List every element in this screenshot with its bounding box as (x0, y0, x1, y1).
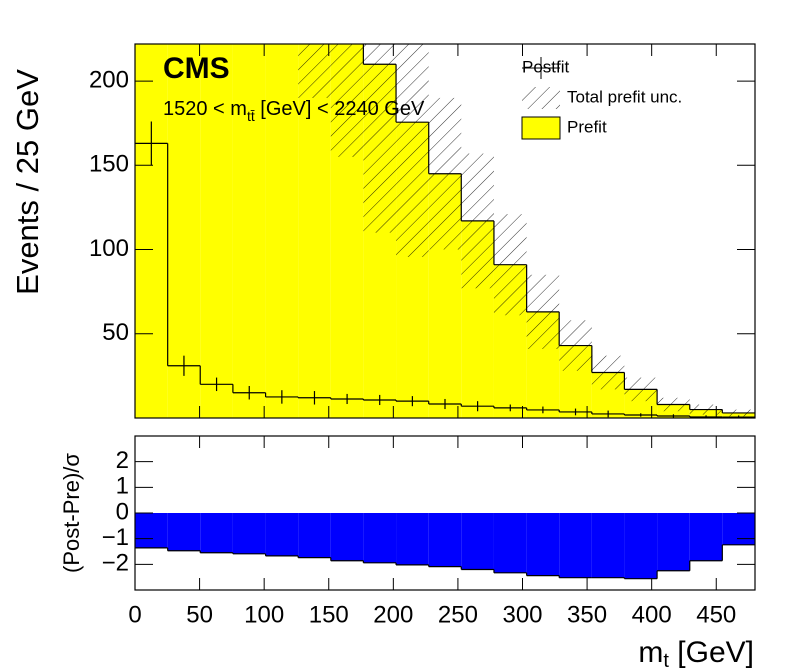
y-tick-label: 150 (89, 151, 129, 178)
uncertainty-band (396, 44, 429, 257)
uncertainty-band (526, 274, 560, 349)
x-tick-label: 400 (632, 601, 672, 628)
uncertainty-band (298, 44, 331, 98)
y-tick-label: 2 (116, 447, 129, 474)
uncertainty-band (428, 97, 462, 250)
uncertainty-band (722, 409, 755, 417)
y-tick-label: −2 (102, 550, 129, 577)
main-pad (135, 44, 755, 418)
legend-label: Total prefit unc. (567, 87, 682, 106)
y-tick-label: 200 (89, 66, 129, 93)
uncertainty-band (461, 153, 494, 289)
pad-frame (134, 43, 756, 419)
pull-bar (135, 513, 168, 548)
pull-bar (363, 513, 397, 563)
y-axis-label: Events / 25 GeV (10, 69, 45, 295)
x-label-subscript: t (663, 650, 669, 672)
pull-bar (396, 513, 429, 565)
uncertainty-band (330, 44, 364, 157)
x-tick-label: 200 (373, 601, 413, 628)
prefit-bar (265, 44, 299, 418)
selection-text: [GeV] < 2240 GeV (255, 98, 425, 120)
y-tick-label: 0 (116, 498, 129, 525)
pull-bar (526, 513, 560, 576)
uncertainty-band (657, 397, 690, 412)
pull-bar (265, 513, 299, 556)
pull-bar (232, 513, 266, 554)
ratio-y-axis-label: (Post-Pre)/σ (59, 453, 84, 573)
pull-bar (559, 513, 592, 578)
y-tick-label: 100 (89, 235, 129, 262)
y-tick-label: 50 (102, 319, 129, 346)
x-tick-label: 250 (438, 601, 478, 628)
uncertainty-band (689, 404, 723, 415)
legend-swatch (521, 116, 561, 140)
x-tick-label: 300 (502, 601, 542, 628)
x-label-text: [GeV] (669, 636, 754, 669)
y-tick-label: 1 (116, 473, 129, 500)
selection-text: 1520 < m (163, 98, 247, 120)
prefit-bar (298, 44, 331, 418)
x-axis-label: mt [GeV] (638, 636, 754, 672)
prefit-bar (232, 44, 266, 418)
experiment-label: CMS (163, 52, 230, 85)
uncertainty-band (493, 214, 527, 316)
pull-bar (657, 513, 690, 571)
x-tick-label: 450 (696, 601, 736, 628)
pull-bar (428, 513, 462, 567)
x-tick-label: 50 (186, 601, 213, 628)
uncertainty-band (559, 320, 592, 371)
pull-bar (689, 513, 723, 561)
selection-subscript: tt̄ (247, 108, 255, 124)
prefit-bar (200, 44, 233, 418)
ratio-pad (135, 513, 755, 580)
uncertainty-band (363, 44, 397, 233)
legend-label: Postfit (522, 57, 570, 76)
x-tick-label: 100 (244, 601, 284, 628)
x-tick-label: 350 (567, 601, 607, 628)
pull-bar (461, 513, 494, 570)
pull-bar (624, 513, 658, 579)
pull-bar (493, 513, 527, 573)
pull-bar (200, 513, 233, 553)
uncertainty-band (591, 355, 625, 390)
legend-label: Prefit (567, 117, 607, 136)
pull-bar (330, 513, 364, 561)
x-tick-label: 150 (309, 601, 349, 628)
uncertainty-band (624, 377, 658, 402)
x-label-text: m (638, 636, 663, 669)
pull-bar (298, 513, 331, 558)
legend-swatch (522, 87, 560, 109)
legend: Postfit Total prefit unc. Prefit (521, 57, 682, 140)
prefit-bar (135, 44, 168, 418)
y-tick-label: −1 (102, 524, 129, 551)
pull-bar (591, 513, 625, 578)
pull-bar (167, 513, 201, 551)
x-tick-label: 0 (128, 601, 141, 628)
pull-bar (722, 513, 755, 545)
selection-label: 1520 < mtt̄ [GeV] < 2240 GeV (163, 98, 425, 123)
